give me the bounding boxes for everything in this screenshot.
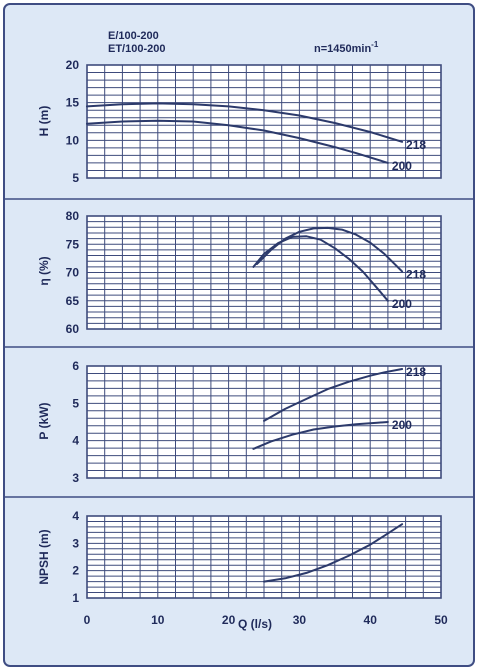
head-series-200 [86,119,389,164]
speed-label: n=1450min-1 [314,40,379,55]
npsh-panel: 1 2 3 4 NPSH (m) [37,509,442,605]
npsh-y-tick-label: 1 [72,591,79,605]
power-y-tick-label: 4 [72,434,79,448]
efficiency-plot-border [86,215,442,330]
power-series-label-200: 200 [392,418,412,432]
efficiency-y-tick-label: 75 [66,237,80,251]
x-tick-label: 50 [434,613,448,627]
efficiency-panel: 60 65 70 75 80 η (%) 218 200 [37,209,442,336]
speed-label-text: n=1450min [314,43,371,55]
power-series-label-218: 218 [406,365,426,379]
npsh-y-tick-label: 4 [72,509,79,523]
efficiency-y-tick-label: 65 [66,294,80,308]
efficiency-series-200 [252,235,389,302]
efficiency-y-tick-label: 80 [66,209,80,223]
efficiency-y-tick-label: 70 [66,266,80,280]
efficiency-y-tick-label: 60 [66,322,80,336]
head-y-tick-label: 15 [66,96,80,110]
power-y-tick-label: 3 [72,471,79,485]
speed-label-exponent: -1 [371,40,379,49]
x-axis-label: Q (l/s) [238,617,272,631]
head-series-218 [86,102,404,143]
power-series-200 [252,421,389,450]
head-plot-border [86,64,442,179]
power-plot-border [86,365,442,479]
npsh-y-tick-label: 3 [72,536,79,550]
head-panel: 5 10 15 20 H (m) 218 200 [37,58,442,185]
efficiency-series-label-218: 218 [406,267,426,281]
efficiency-y-axis-label: η (%) [37,256,51,285]
x-tick-label: 40 [364,613,378,627]
power-panel: 3 4 5 6 P (kW) 218 200 [37,359,442,485]
efficiency-series-label-200: 200 [392,297,412,311]
x-tick-label: 30 [293,613,307,627]
head-y-axis-label: H (m) [37,106,51,137]
x-tick-label: 10 [151,613,165,627]
model-label-2: ET/100-200 [108,43,165,55]
npsh-y-tick-label: 2 [72,564,79,578]
head-y-tick-label: 20 [66,58,80,72]
power-y-axis-label: P (kW) [37,402,51,439]
npsh-y-axis-label: NPSH (m) [37,529,51,584]
power-y-tick-label: 5 [72,396,79,410]
npsh-plot-border [86,515,442,599]
head-y-tick-label: 5 [72,171,79,185]
npsh-series-curve [263,523,404,583]
x-tick-label: 0 [84,613,91,627]
power-series-218 [263,368,404,422]
head-y-tick-label: 10 [66,133,80,147]
power-y-tick-label: 6 [72,359,79,373]
head-series-label-218: 218 [406,138,426,152]
x-tick-label: 20 [222,613,236,627]
model-label-1: E/100-200 [108,30,159,42]
head-series-label-200: 200 [392,159,412,173]
